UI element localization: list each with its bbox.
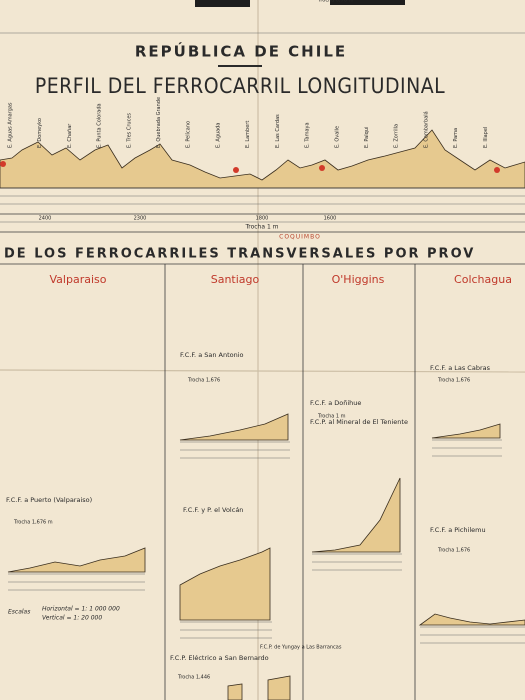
scales-horizontal: Horizontal = 1: 1 000 000 — [42, 606, 120, 613]
line-profile — [179, 547, 271, 621]
gauge: Trocha 1 m — [244, 224, 278, 231]
province: Colchagua — [454, 273, 512, 286]
province: O'Higgins — [332, 273, 385, 286]
main-profile — [0, 129, 525, 189]
station-dot — [233, 167, 239, 173]
station-label: E. Tamaya — [305, 122, 311, 148]
province: Valparaiso — [50, 273, 107, 286]
line-name: F.C.F. y P. el Volcán — [183, 506, 243, 514]
fold-line — [0, 369, 525, 373]
station-label: E. Las Cardas — [275, 114, 281, 148]
station-label: E. Aguas Amargas — [8, 102, 14, 148]
line-name: F.C.F. a Doñihue — [310, 399, 361, 407]
station-dot — [0, 161, 6, 167]
line-profile — [418, 613, 525, 626]
station-label: E. Domeyko — [37, 118, 43, 148]
province: Santiago — [211, 273, 260, 286]
line-gauge: Trocha 1 m — [317, 414, 346, 420]
title: PERFIL DEL FERROCARRIL LONGITUDINAL — [35, 74, 445, 98]
station-label: E. Illapel — [483, 127, 489, 148]
station-label: E. Ovalle — [334, 126, 340, 148]
station-label: E. Tres Cruces — [126, 113, 132, 148]
line-profile — [179, 413, 289, 441]
line-name: F.C.F. a San Antonio — [180, 351, 244, 359]
top-bar — [330, 0, 405, 5]
line-profile — [311, 477, 401, 553]
station-label: E. Lambert — [245, 121, 251, 148]
station-label: E. Combarbalá — [422, 111, 429, 148]
distance-label: 2300 — [134, 216, 147, 222]
station-label: E. Zorrilla — [394, 124, 400, 148]
station-label: E. Punta Colorada — [97, 103, 103, 148]
section-title: DE LOS FERROCARRILES TRANSVERSALES POR P… — [4, 247, 475, 262]
line-name: F.C.P. de Yungay a Las Barrancas — [260, 645, 342, 651]
station-label: E. Pama — [453, 128, 459, 148]
distance-label: 1600 — [324, 216, 337, 222]
distance-label: 2400 — [39, 216, 52, 222]
region: COQUIMBO — [279, 234, 321, 241]
line-gauge: Trocha 1,446 — [177, 675, 210, 681]
country: REPÚBLICA DE CHILE — [135, 42, 347, 61]
line-gauge: Trocha 1,676 m — [13, 520, 53, 526]
station-label: E. Quebrada Grande — [156, 97, 162, 148]
line-profile — [267, 675, 291, 700]
station-label: E. Chañar — [67, 123, 73, 148]
station-label: E. Palqui — [364, 127, 370, 148]
line-name: F.C.F. a Pichilemu — [430, 526, 486, 534]
line-profile — [227, 683, 243, 700]
table-lines — [8, 439, 525, 644]
station-label: E. Aguada — [215, 123, 221, 148]
line-gauge: Trocha 1,676 — [187, 378, 220, 384]
line-name: F.C.F. a Puerto (Valparaiso) — [6, 496, 92, 504]
station-dot — [319, 165, 325, 171]
line-gauge: Trocha 1,676 — [437, 548, 470, 554]
scales-label: Escalas — [8, 609, 30, 616]
station-dot — [494, 167, 500, 173]
line-gauge: Trocha 0,76 m — [317, 0, 354, 4]
station-label: E. Pelícano — [185, 121, 192, 148]
line-name: F.C.F. a Las Cabras — [430, 364, 491, 372]
line-name: F.C.P. al Mineral de El Teniente — [310, 418, 408, 426]
line-gauge: Trocha 1,676 — [437, 378, 470, 384]
line-name: F.C.P. Eléctrico a San Bernardo — [170, 654, 269, 662]
line-profile — [431, 423, 501, 439]
line-profile — [7, 547, 146, 573]
distance-label: 1800 — [256, 216, 269, 222]
scales-vertical: Vertical = 1: 20 000 — [42, 615, 102, 622]
top-bar — [195, 0, 250, 7]
